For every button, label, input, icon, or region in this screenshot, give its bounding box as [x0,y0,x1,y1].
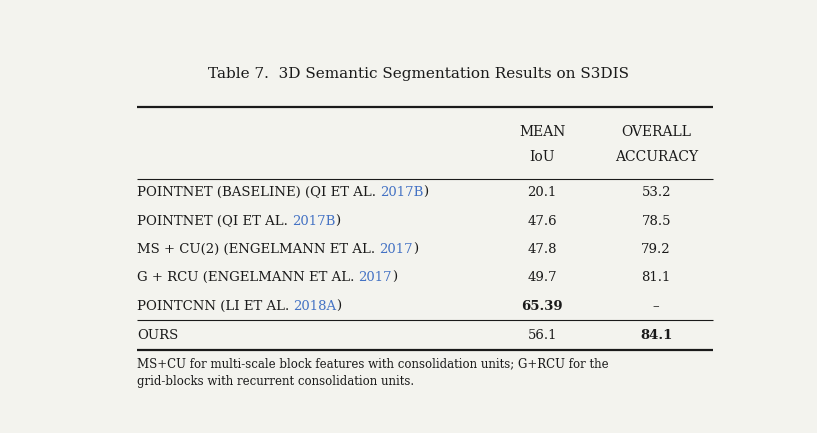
Text: IoU: IoU [529,150,555,164]
Text: –: – [653,300,659,313]
Text: MS + CU(2) (ENGELMANN ET AL.: MS + CU(2) (ENGELMANN ET AL. [137,243,379,256]
Text: ): ) [392,271,397,284]
Text: 20.1: 20.1 [528,186,557,199]
Text: 2018A: 2018A [293,300,337,313]
Text: ): ) [337,300,342,313]
Text: 65.39: 65.39 [521,300,563,313]
Text: POINTNET (BASELINE) (QI ET AL.: POINTNET (BASELINE) (QI ET AL. [137,186,380,199]
Text: 49.7: 49.7 [527,271,557,284]
Text: 47.8: 47.8 [528,243,557,256]
Text: ): ) [413,243,418,256]
Text: 79.2: 79.2 [641,243,671,256]
Text: 2017: 2017 [379,243,413,256]
Text: POINTCNN (LI ET AL.: POINTCNN (LI ET AL. [137,300,293,313]
Text: 78.5: 78.5 [641,215,671,228]
Text: POINTNET (QI ET AL.: POINTNET (QI ET AL. [137,215,292,228]
Text: OVERALL: OVERALL [621,125,691,139]
Text: 2017B: 2017B [380,186,423,199]
Text: 84.1: 84.1 [640,329,672,342]
Text: 2017B: 2017B [292,215,336,228]
Text: 47.6: 47.6 [527,215,557,228]
Text: OURS: OURS [137,329,178,342]
Text: MS+CU for multi-scale block features with consolidation units; G+RCU for the: MS+CU for multi-scale block features wit… [137,357,609,370]
Text: grid-blocks with recurrent consolidation units.: grid-blocks with recurrent consolidation… [137,375,414,388]
Text: 81.1: 81.1 [641,271,671,284]
Text: 2017: 2017 [359,271,392,284]
Text: 56.1: 56.1 [528,329,557,342]
Text: ACCURACY: ACCURACY [614,150,698,164]
Text: Table 7.  3D Semantic Segmentation Results on S3DIS: Table 7. 3D Semantic Segmentation Result… [208,67,629,81]
Text: 53.2: 53.2 [641,186,671,199]
Text: G + RCU (ENGELMANN ET AL.: G + RCU (ENGELMANN ET AL. [137,271,359,284]
Text: MEAN: MEAN [519,125,565,139]
Text: ): ) [423,186,429,199]
Text: ): ) [336,215,341,228]
